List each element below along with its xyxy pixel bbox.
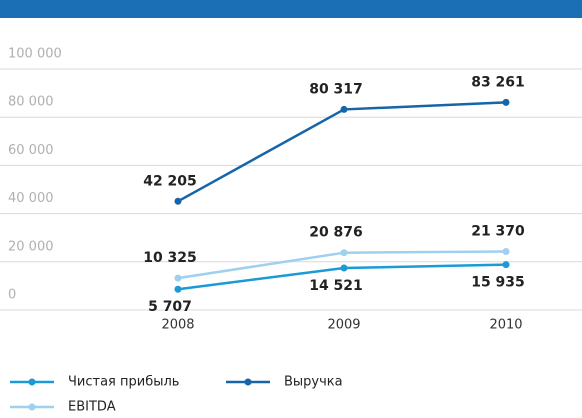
y-tick-label: 80 000 xyxy=(8,95,54,110)
legend-dot xyxy=(28,378,36,386)
point xyxy=(174,274,182,282)
x-tick-label: 2009 xyxy=(327,318,360,333)
legend-dot xyxy=(28,403,36,411)
point xyxy=(340,249,348,257)
value-label: 83 261 xyxy=(471,74,525,90)
value-label: 20 876 xyxy=(309,225,363,241)
point xyxy=(502,261,510,269)
point xyxy=(502,98,510,106)
legend-label: Выручка xyxy=(284,375,343,390)
point xyxy=(340,264,348,272)
y-tick-label: 20 000 xyxy=(8,239,54,254)
value-label: 80 317 xyxy=(309,81,363,97)
value-label: 42 205 xyxy=(143,173,197,189)
legend-dot xyxy=(244,378,252,386)
x-tick-label: 2010 xyxy=(489,318,522,333)
value-label: 5 707 xyxy=(148,299,192,315)
header-bar xyxy=(0,0,582,18)
y-tick-label: 100 000 xyxy=(8,47,62,62)
point xyxy=(340,105,348,113)
legend-label: EBITDA xyxy=(68,400,116,415)
point xyxy=(174,285,182,293)
value-label: 21 370 xyxy=(471,223,525,239)
y-tick-label: 60 000 xyxy=(8,143,54,158)
y-tick-label: 0 xyxy=(8,288,16,303)
legend-label: Чистая прибыль xyxy=(68,375,179,390)
point xyxy=(502,247,510,255)
x-tick-label: 2008 xyxy=(161,318,194,333)
value-label: 10 325 xyxy=(143,250,197,266)
y-tick-label: 40 000 xyxy=(8,191,54,206)
point xyxy=(174,197,182,205)
value-label: 15 935 xyxy=(471,275,525,291)
value-label: 14 521 xyxy=(309,278,363,294)
